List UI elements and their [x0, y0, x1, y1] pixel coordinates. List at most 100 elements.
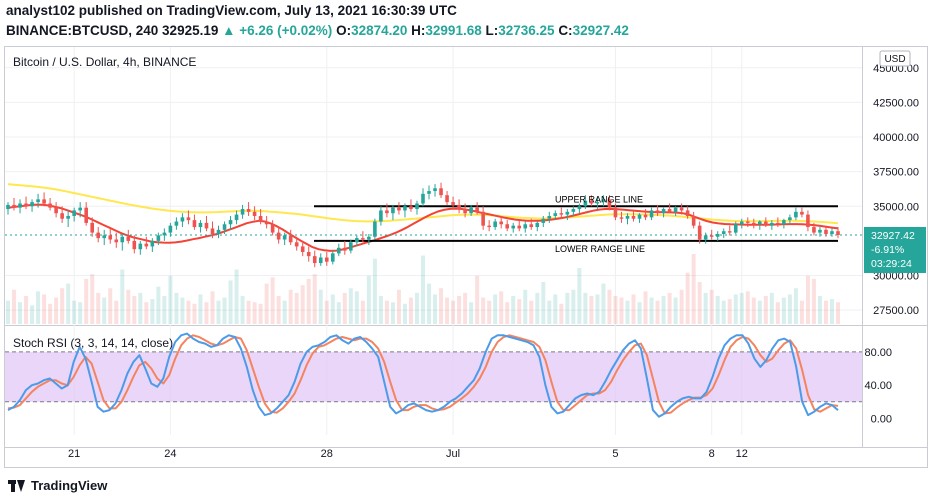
candle-body [66, 215, 70, 219]
candle-body [721, 231, 726, 234]
volume-bar [228, 280, 233, 324]
volume-bar [390, 302, 395, 324]
candle-body [667, 209, 672, 212]
volume-bar [433, 294, 438, 324]
volume-bar [120, 269, 125, 324]
candle-body [84, 207, 88, 223]
candle-body [282, 235, 287, 240]
volume-bar [655, 300, 660, 324]
candle-body [469, 207, 473, 214]
volume-bar [360, 300, 365, 324]
candle-body [234, 214, 239, 221]
candle-body [553, 213, 558, 216]
candle-body [324, 257, 329, 262]
candle-body [637, 214, 642, 219]
volume-bar [493, 294, 498, 324]
bar-countdown: 03:29:24 [871, 258, 912, 270]
candle-body [246, 209, 251, 212]
candle-body [583, 200, 588, 207]
volume-bar [709, 289, 714, 324]
last-price-value: 32927.42 [871, 230, 915, 242]
volume-bar [823, 300, 828, 324]
candle-body [770, 222, 774, 226]
candle-body [379, 210, 383, 222]
candle-body [547, 215, 552, 219]
close-value: 32927.42 [572, 23, 629, 38]
volume-bar [12, 289, 17, 324]
volume-bar [78, 302, 83, 324]
volume-bar [427, 283, 432, 324]
candle-body [318, 257, 323, 264]
volume-bar [715, 296, 720, 324]
candle-body [800, 211, 804, 215]
volume-bar [150, 299, 155, 324]
volume-bar [643, 291, 648, 324]
time-tick-label: Jul [446, 448, 460, 460]
volume-bar [48, 303, 53, 324]
candle-body [288, 235, 293, 243]
time-tick-label: 24 [164, 448, 176, 460]
volume-bar [222, 297, 227, 324]
candle-body [691, 215, 696, 226]
volume-bar [180, 297, 185, 324]
volume-bar [288, 289, 293, 324]
volume-bar [36, 291, 41, 324]
candle-body [794, 211, 798, 218]
candle-body [745, 221, 750, 223]
stoch-k-line [7, 332, 839, 418]
candle-body [788, 217, 792, 221]
candle-body [439, 188, 443, 196]
candle-body [493, 221, 497, 228]
volume-bar [421, 255, 425, 324]
open-label: O: [336, 23, 352, 38]
change-label: ▲ +6.26 (+0.02%) [222, 23, 333, 38]
candle-body [126, 236, 131, 241]
candle-body [836, 231, 840, 235]
candle-body [114, 239, 119, 243]
volume-bar [517, 299, 522, 324]
tradingview-logo[interactable]: TradingView [8, 478, 107, 493]
candle-body [523, 224, 528, 229]
candle-body [541, 218, 546, 223]
volume-bar [258, 303, 263, 324]
candle-body [54, 207, 58, 214]
lower-range-label: LOWER RANGE LINE [555, 244, 645, 254]
volume-bar [54, 297, 59, 324]
candle-body [806, 214, 810, 228]
candle-body [673, 207, 678, 212]
chart-frame[interactable] [4, 46, 928, 468]
volume-bar [402, 303, 407, 324]
volume-bar [781, 297, 786, 324]
volume-bar [294, 292, 299, 324]
volume-bar [607, 289, 612, 324]
candle-body [607, 199, 612, 208]
candle-body [463, 209, 467, 214]
candle-body [294, 242, 299, 247]
stoch-title: Stoch RSI (3, 3, 14, 14, close) [13, 336, 173, 350]
candle-body [36, 199, 40, 203]
candle-body [625, 215, 630, 219]
volume-bar [439, 288, 444, 324]
volume-bar [216, 300, 221, 324]
candle-body [511, 225, 516, 229]
volume-bar [691, 254, 696, 324]
candle-body [445, 195, 449, 203]
volume-bar [282, 300, 287, 324]
volume-bar [601, 283, 606, 324]
candle-body [818, 229, 822, 233]
volume-bar [378, 296, 383, 324]
volume-bar [727, 299, 732, 324]
stoch-tick-label: 0.00 [871, 413, 892, 425]
volume-bar [336, 302, 341, 324]
volume-bar [733, 294, 738, 324]
volume-bar [667, 292, 672, 324]
high-label: H: [411, 23, 426, 38]
candle-body [487, 225, 491, 228]
candle-body [276, 232, 281, 240]
candle-body [264, 221, 269, 225]
volume-bar [547, 300, 552, 324]
volume-bar [631, 294, 636, 324]
candle-body [679, 207, 684, 211]
volume-layer [6, 254, 840, 324]
